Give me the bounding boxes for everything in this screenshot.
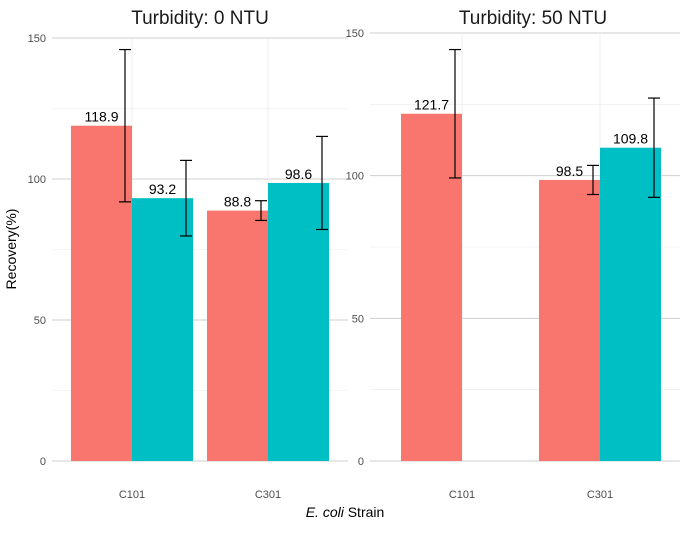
panel-1: 0 50 100 150 Turbidity: 0 NTU C101 C301 118.9 93…	[28, 8, 348, 501]
bar-c301-s2	[268, 182, 329, 461]
bar-c301-s1	[207, 210, 268, 461]
x-tick-label: C301	[255, 489, 281, 501]
data-label: 109.8	[613, 131, 648, 147]
panel-title: Turbidity: 0 NTU	[131, 8, 269, 29]
x-axis-title: E. coli Strain	[306, 504, 385, 520]
panel-2: 0 50 100 150 Turbidity: 50 NTU C101 C301 121.7 9…	[346, 8, 680, 501]
x-tick-label: C101	[119, 489, 145, 501]
y-tick-label: 100	[28, 174, 46, 186]
bar-c101-s1	[71, 125, 132, 462]
x-tick-label: C101	[449, 489, 475, 501]
data-label: 93.2	[149, 181, 176, 197]
y-tick-label: 0	[358, 456, 364, 468]
x-axis-title-italic: E. coli	[306, 504, 345, 520]
y-axis-title: Recovery(%)	[3, 209, 19, 290]
y-tick-label: 150	[346, 28, 364, 40]
y-tick-label: 150	[28, 33, 46, 45]
data-label: 98.5	[556, 163, 583, 179]
y-tick-label: 50	[352, 313, 364, 325]
data-label: 88.8	[224, 194, 251, 210]
bar-c101-s1	[401, 113, 462, 462]
bar-c101-s2	[132, 198, 193, 461]
bar-c301-s1	[539, 179, 600, 462]
y-tick-label: 0	[40, 456, 46, 468]
bar-c301-s2	[600, 147, 661, 462]
panel-title: Turbidity: 50 NTU	[459, 8, 607, 29]
data-label: 121.7	[414, 97, 449, 113]
y-tick-label: 100	[346, 171, 364, 183]
data-label: 118.9	[85, 109, 119, 125]
x-tick-label: C301	[587, 489, 613, 501]
y-tick-label: 50	[34, 315, 46, 327]
x-axis-title-rest: Strain	[344, 504, 384, 520]
data-label: 98.6	[285, 166, 312, 182]
